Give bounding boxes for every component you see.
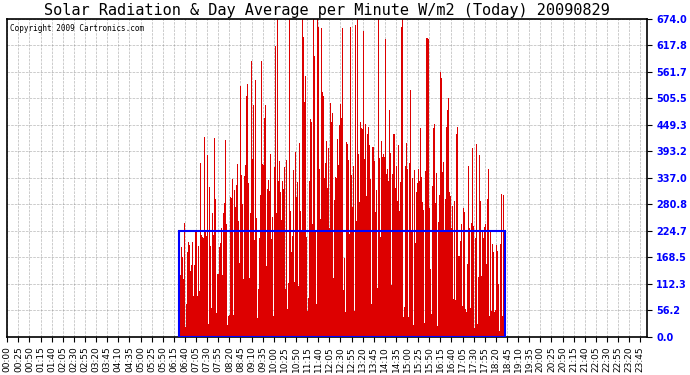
Bar <box>179 231 505 337</box>
Text: Copyright 2009 Cartronics.com: Copyright 2009 Cartronics.com <box>10 24 145 33</box>
Title: Solar Radiation & Day Average per Minute W/m2 (Today) 20090829: Solar Radiation & Day Average per Minute… <box>44 3 610 18</box>
